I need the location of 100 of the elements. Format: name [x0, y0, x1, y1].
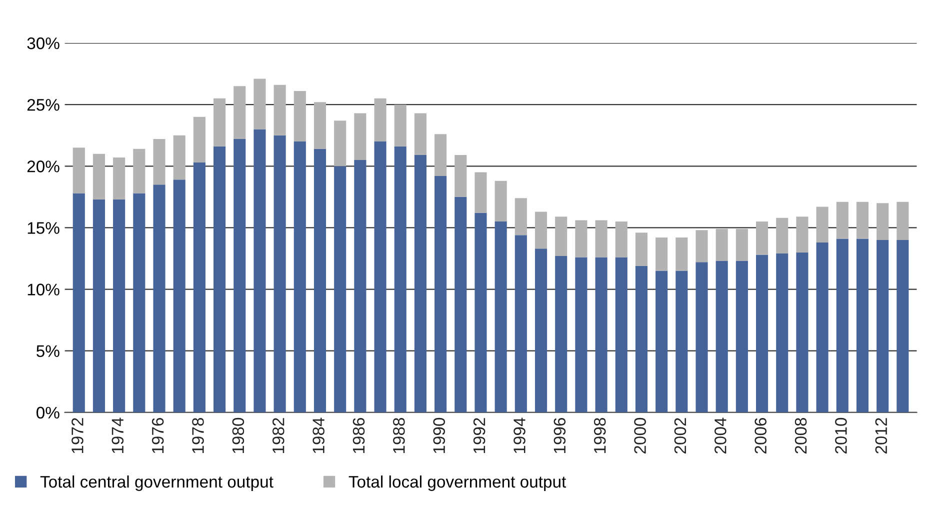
y-tick-label: 30%: [27, 37, 60, 50]
bar: [394, 104, 406, 146]
bar: [595, 220, 608, 258]
bar: [314, 148, 326, 412]
y-tick-label: 0%: [36, 406, 60, 419]
bar: [896, 240, 909, 412]
bar: [796, 252, 808, 412]
x-tick-label: 1978: [192, 418, 204, 454]
bar: [615, 222, 628, 258]
x-tick-label: 1984: [312, 418, 324, 454]
bar: [173, 180, 186, 412]
y-tick-label: 10%: [28, 284, 60, 296]
y-tick-label: 25%: [27, 98, 60, 111]
bar: [514, 235, 527, 412]
bar: [836, 238, 848, 412]
x-tick-label: 1980: [232, 418, 244, 454]
bar: [656, 270, 668, 412]
bar: [254, 129, 266, 412]
bar: [696, 230, 708, 262]
bar: [696, 262, 708, 412]
y-tick-label: 20%: [27, 160, 60, 172]
bar: [414, 113, 426, 156]
bar: [133, 193, 146, 412]
x-tick-label: 2000: [634, 418, 646, 454]
x-tick-label: 1974: [112, 418, 124, 454]
bar: [434, 176, 447, 412]
bar: [836, 202, 848, 239]
bar: [434, 134, 447, 176]
bar: [736, 260, 748, 412]
bar: [756, 222, 768, 255]
x-tick-label: 2004: [714, 418, 726, 454]
bar: [92, 199, 106, 412]
bar: [494, 222, 507, 412]
bar: [274, 84, 286, 136]
x-tick-label: 2002: [674, 418, 686, 454]
bar: [575, 220, 588, 258]
bar: [776, 254, 788, 412]
bar: [856, 238, 869, 412]
bar: [254, 78, 266, 130]
x-tick-label: 2012: [875, 418, 888, 454]
bar: [514, 198, 527, 236]
bar: [334, 166, 346, 412]
bar: [454, 196, 467, 412]
bar: [896, 202, 909, 240]
bar: [133, 148, 146, 194]
bar: [595, 257, 608, 412]
x-tick-label: 1986: [352, 418, 365, 454]
x-tick-label: 1976: [152, 418, 164, 454]
bar: [193, 116, 206, 162]
bar: [736, 228, 748, 261]
x-tick-label: 1982: [272, 418, 284, 454]
bar: [113, 158, 126, 200]
bar: [474, 212, 487, 412]
bar: [72, 148, 85, 194]
bar: [676, 270, 688, 412]
bar: [72, 193, 85, 412]
y-tick-label: 5%: [36, 345, 60, 358]
bar: [615, 257, 628, 412]
x-tick-label: 1990: [433, 418, 446, 454]
bar: [374, 98, 386, 142]
bar: [113, 199, 126, 412]
x-tick-label: 1992: [473, 418, 486, 454]
x-tick-label: 2008: [794, 418, 807, 454]
bar: [334, 120, 346, 166]
bar: [876, 203, 889, 240]
bar: [635, 232, 648, 266]
bar: [193, 162, 206, 412]
bar: [173, 135, 186, 180]
bar: [454, 155, 467, 197]
bar: [234, 139, 246, 412]
legend-label: Total central government output: [40, 475, 274, 491]
bar: [214, 146, 226, 412]
bar: [153, 139, 166, 185]
bar: [354, 160, 366, 412]
bar: [876, 240, 889, 412]
bar: [314, 102, 326, 149]
bar: [776, 218, 788, 254]
x-tick-label: 1994: [514, 418, 526, 454]
bar: [234, 86, 246, 140]
bar: [294, 91, 306, 142]
bar: [153, 184, 166, 412]
x-tick-label: 2006: [754, 418, 766, 454]
bar: [555, 216, 568, 256]
bar: [796, 216, 808, 252]
bar: [414, 155, 426, 412]
bar: [474, 172, 487, 213]
x-tick-label: 1998: [594, 418, 606, 454]
bar: [716, 228, 728, 261]
bar: [394, 146, 406, 412]
bar: [92, 154, 106, 200]
bar: [555, 256, 568, 412]
x-tick-label: 1996: [554, 418, 566, 454]
x-tick-label: 2010: [835, 418, 847, 454]
bar: [214, 98, 226, 146]
bar: [676, 238, 688, 271]
bar: [816, 206, 828, 242]
bar: [856, 202, 869, 239]
bar: [274, 135, 286, 412]
legend-label: Total local government output: [348, 475, 566, 491]
bar: [534, 248, 548, 412]
